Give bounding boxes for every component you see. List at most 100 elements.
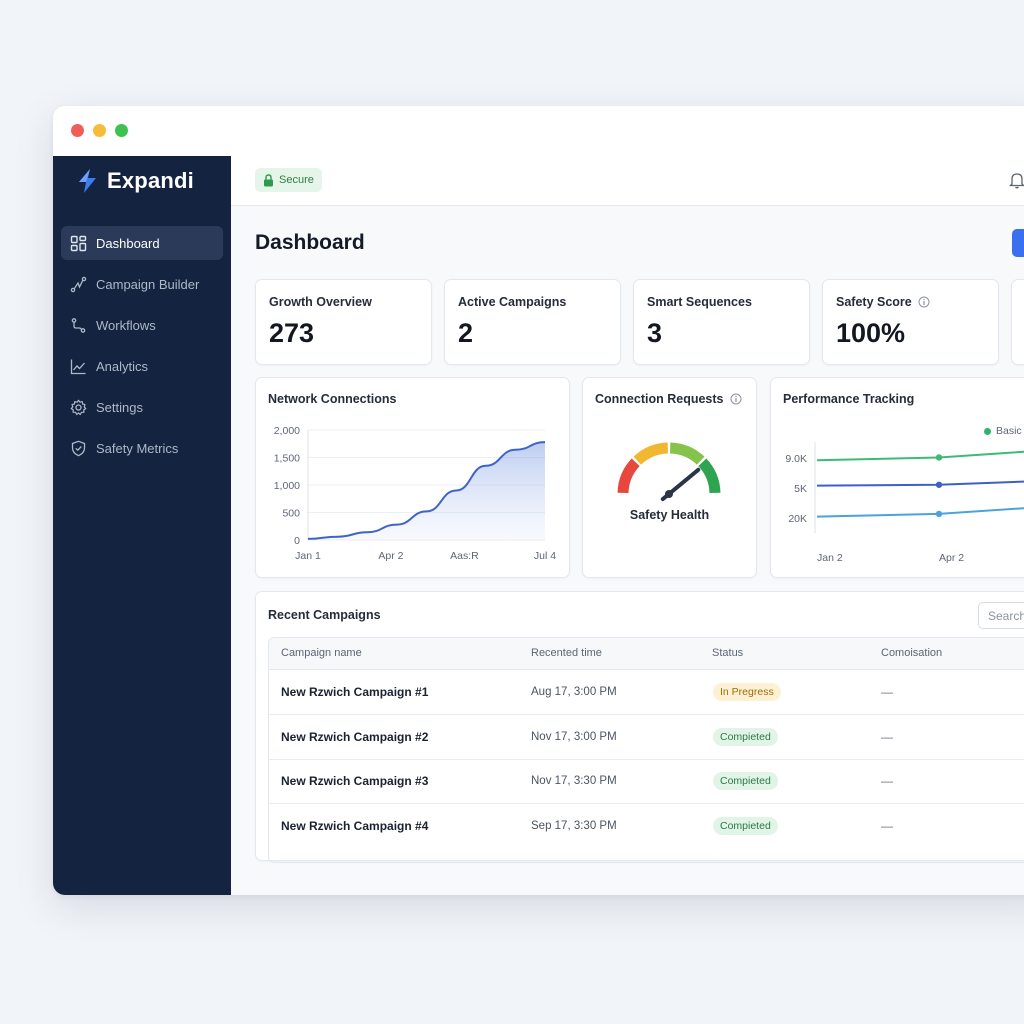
lightning-bolt-icon	[79, 169, 96, 193]
card-title: Performance Tracking	[783, 392, 915, 406]
sidebar-item-label: Campaign Builder	[96, 276, 200, 292]
campaign-name[interactable]: New Rzwich Campaign #2	[281, 729, 429, 744]
sidebar-item-campaign-builder[interactable]: Campaign Builder	[61, 267, 223, 301]
column-header[interactable]: Recented time	[531, 647, 602, 659]
performance-tracking-card: Performance Tracking Basic 9.0K 5K 20K Jan …	[770, 377, 1024, 578]
brand-logo[interactable]: Expandi	[75, 168, 194, 194]
gauge-segment	[633, 442, 669, 465]
campaign-name[interactable]: New Rzwich Campaign #1	[281, 685, 429, 699]
y-tick-label: 1,000	[274, 480, 300, 492]
y-tick-label: 1,500	[274, 453, 300, 465]
bell-icon[interactable]	[1009, 171, 1024, 189]
series-point	[935, 510, 943, 518]
gauge-segment	[617, 458, 640, 494]
campaign-time: Sep 17, 3:30 PM	[531, 819, 617, 832]
campaign-name[interactable]: New Rzwich Campaign #4	[281, 818, 429, 833]
x-tick-label: Aas:R	[450, 550, 479, 562]
page-title: Dashboard	[255, 231, 365, 254]
network-connections-card: Network Connections 2,000 1,500 1,000 500 0 J…	[255, 377, 570, 578]
status-badge: Compieted	[713, 816, 778, 835]
stat-label: Smart Sequences	[647, 295, 752, 309]
minimize-window-button[interactable]	[93, 124, 106, 137]
secure-badge: Secure	[255, 168, 322, 192]
card-title: Recent Campaigns	[268, 608, 381, 622]
status-badge: Compieted	[713, 727, 778, 746]
commission-value: —	[881, 685, 893, 699]
card-title: Network Connections	[268, 392, 397, 406]
maximize-window-button[interactable]	[115, 124, 128, 137]
info-icon[interactable]	[730, 393, 742, 405]
series-line	[816, 507, 1024, 518]
top-bar: Secure	[231, 156, 1024, 206]
campaign-time: Nov 17, 3:00 PM	[531, 730, 617, 743]
brand-name: Expandi	[107, 168, 194, 193]
shield-icon	[71, 440, 86, 456]
y-tick-label: 9.0K	[785, 453, 807, 465]
secure-label: Secure	[279, 174, 314, 186]
card-title: Connection Requests	[595, 392, 724, 406]
sidebar-item-safety-metrics[interactable]: Safety Metrics	[61, 431, 223, 465]
y-tick-label: 0	[294, 535, 300, 547]
stat-card-active-campaigns: Active Campaigns 2	[444, 279, 621, 365]
series-point	[935, 481, 943, 488]
table-row[interactable]: New Rzwich Campaign #1 Aug 17, 3:00 PM In …	[269, 670, 1024, 715]
grid-icon	[70, 235, 87, 251]
gear-icon	[70, 399, 87, 415]
series-point	[935, 454, 943, 461]
x-tick-label: Jul 4	[534, 550, 556, 562]
table-row[interactable]: New Rzwich Campaign #4 Sep 17, 3:30 PM Com…	[269, 804, 1024, 848]
y-tick-label: 500	[282, 508, 300, 520]
app-window: Expandi Dashboard Campaign Builder	[53, 106, 1024, 895]
sidebar-item-label: Analytics	[96, 358, 149, 374]
title-bar	[53, 106, 1024, 157]
campaigns-table: Campaign name Recented time Status Comoi…	[268, 637, 1024, 863]
stat-label: Growth Overview	[269, 295, 372, 309]
y-tick-label: 5K	[794, 483, 807, 495]
commission-value: —	[881, 818, 893, 833]
column-header[interactable]: Status	[712, 647, 744, 659]
sidebar-item-settings[interactable]: Settings	[61, 390, 223, 424]
safety-health-gauge	[617, 442, 721, 502]
x-tick-label: Jan 1	[295, 550, 321, 562]
performance-tracking-chart: 9.0K 5K 20K Jan 2 Apr 2	[785, 442, 1024, 564]
primary-action-button[interactable]	[1012, 229, 1024, 257]
gauge-segment	[669, 442, 705, 465]
sidebar-item-workflows[interactable]: Workflows	[61, 308, 223, 342]
legend-swatch	[984, 427, 991, 435]
campaign-time: Nov 17, 3:30 PM	[531, 775, 617, 787]
search-input[interactable]: Search	[978, 602, 1024, 629]
table-row[interactable]: New Rzwich Campaign #2 Nov 17, 3:00 PM Com…	[269, 715, 1024, 760]
line-chart-icon	[70, 359, 86, 374]
campaign-name[interactable]: New Rzwich Campaign #3	[281, 774, 429, 788]
campaign-time: Aug 17, 3:00 PM	[531, 686, 617, 698]
y-tick-label: 20K	[788, 513, 807, 525]
info-icon[interactable]	[918, 296, 930, 308]
table-row[interactable]: New Rzwich Campaign #3 Nov 17, 3:30 PM Com…	[269, 759, 1024, 804]
gauge-hub	[665, 490, 673, 498]
series-line	[816, 480, 1024, 487]
table-header: Campaign name Recented time Status Comoi…	[269, 638, 1024, 670]
status-badge: Compieted	[713, 772, 778, 790]
sidebar-item-dashboard[interactable]: Dashboard	[61, 226, 223, 260]
commission-value: —	[881, 729, 893, 744]
close-window-button[interactable]	[71, 124, 84, 137]
lock-icon	[264, 173, 273, 186]
chart-legend: Basic	[984, 425, 1022, 437]
stat-card-growth-overview: Growth Overview 273	[255, 279, 432, 365]
stat-value: 273	[269, 318, 315, 348]
stat-label-wrap: Safety Score	[836, 295, 930, 309]
stat-card-partial	[1011, 279, 1024, 365]
column-header[interactable]: Comoisation	[881, 647, 943, 659]
stat-label: Active Campaigns	[458, 295, 567, 309]
sidebar-item-analytics[interactable]: Analytics	[61, 349, 223, 383]
route-icon	[70, 276, 87, 292]
gauge-segment	[698, 458, 721, 494]
stat-value: 3	[647, 318, 663, 348]
recent-campaigns-card: Recent Campaigns Search Campaign name Re…	[255, 591, 1024, 863]
sidebar-item-label: Safety Metrics	[96, 440, 179, 456]
column-header[interactable]: Campaign name	[281, 647, 362, 659]
x-tick-label: Apr 2	[939, 552, 964, 564]
network-area-fill	[308, 442, 545, 540]
card-title-wrap: Connection Requests	[595, 392, 742, 406]
sidebar: Expandi Dashboard Campaign Builder	[53, 156, 231, 895]
